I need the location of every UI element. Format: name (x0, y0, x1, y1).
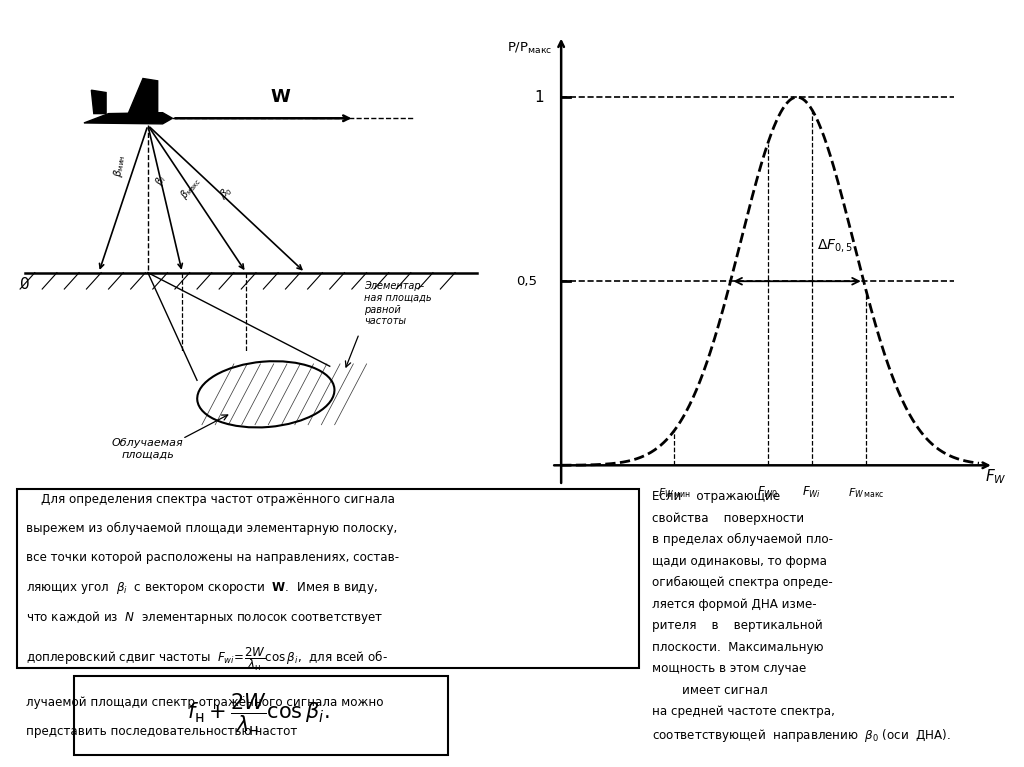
Text: 0,5: 0,5 (516, 275, 538, 288)
Text: ляется формой ДНА изме-: ляется формой ДНА изме- (652, 597, 817, 611)
Text: в пределах облучаемой пло-: в пределах облучаемой пло- (652, 533, 834, 546)
Text: щади одинаковы, то форма: щади одинаковы, то форма (652, 555, 827, 568)
Text: P/P$_{\rm макс}$: P/P$_{\rm макс}$ (507, 41, 552, 56)
Text: Облучаемая
площадь: Облучаемая площадь (112, 438, 183, 459)
Text: 0: 0 (20, 277, 30, 292)
Text: $\beta_i$: $\beta_i$ (153, 173, 170, 188)
Text: свойства    поверхности: свойства поверхности (652, 512, 805, 525)
Text: лучаемой площади спектр отражённого сигнала можно: лучаемой площади спектр отражённого сигн… (27, 696, 384, 709)
Text: рителя    в    вертикальной: рителя в вертикальной (652, 619, 823, 632)
Text: представить последовательностью частот: представить последовательностью частот (27, 725, 297, 738)
Text: соответствующей  направлению  $\beta_0$ (оси  ДНА).: соответствующей направлению $\beta_0$ (о… (652, 727, 951, 744)
Text: мощность в этом случае: мощность в этом случае (652, 663, 807, 676)
Text: $\beta_{\rm мин}$: $\beta_{\rm мин}$ (111, 154, 128, 179)
Text: $\beta_0$: $\beta_0$ (217, 183, 236, 202)
Polygon shape (84, 113, 172, 124)
Text: на средней частоте спектра,: на средней частоте спектра, (652, 706, 836, 719)
Text: огибающей спектра опреде-: огибающей спектра опреде- (652, 576, 834, 589)
Text: ляющих угол  $\beta_i$  с вектором скорости  $\mathbf{W}$.  Имея в виду,: ляющих угол $\beta_i$ с вектором скорост… (27, 580, 378, 596)
Text: Если    отражающие: Если отражающие (652, 490, 780, 503)
Text: Элементар-
ная площадь
равной
частоты: Элементар- ная площадь равной частоты (365, 281, 432, 326)
Text: плоскости.  Максимальную: плоскости. Максимальную (652, 641, 824, 654)
Text: $f_{\rm н}+\dfrac{2W}{\lambda_{\rm н}}\cos\beta_i.$: $f_{\rm н}+\dfrac{2W}{\lambda_{\rm н}}\c… (186, 692, 329, 738)
Bar (74, 676, 449, 755)
Text: 1: 1 (535, 90, 544, 104)
Bar (16, 489, 639, 668)
Text: вырежем из облучаемой площади элементарную полоску,: вырежем из облучаемой площади элементарн… (27, 522, 397, 535)
Text: W: W (270, 88, 291, 106)
Text: имеет сигнал: имеет сигнал (652, 684, 768, 697)
Text: $F_{W\,\rm мин}$: $F_{W\,\rm мин}$ (657, 486, 690, 500)
Polygon shape (128, 78, 158, 114)
Text: $F_{Wi}$: $F_{Wi}$ (802, 485, 821, 500)
Polygon shape (91, 91, 106, 114)
Text: $F_{W\,\rm макс}$: $F_{W\,\rm макс}$ (848, 486, 884, 500)
Text: $\beta_{\rm макс}$: $\beta_{\rm макс}$ (177, 173, 204, 202)
Text: $F_{W0}$: $F_{W0}$ (757, 485, 778, 500)
Text: Для определения спектра частот отражённого сигнала: Для определения спектра частот отражённо… (27, 493, 395, 506)
Text: что каждой из  $N$  элементарных полосок соответствует: что каждой из $N$ элементарных полосок с… (27, 609, 384, 626)
Text: доплеровский сдвиг частоты  $F_{wi}\!=\!\dfrac{2W}{\lambda_{\rm н}}\cos\beta_i$,: доплеровский сдвиг частоты $F_{wi}\!=\!\… (27, 645, 388, 673)
Text: все точки которой расположены на направлениях, состав-: все точки которой расположены на направл… (27, 551, 399, 564)
Text: $\Delta F_{0,5}$: $\Delta F_{0,5}$ (817, 237, 853, 254)
Text: $F_W$: $F_W$ (985, 468, 1007, 486)
